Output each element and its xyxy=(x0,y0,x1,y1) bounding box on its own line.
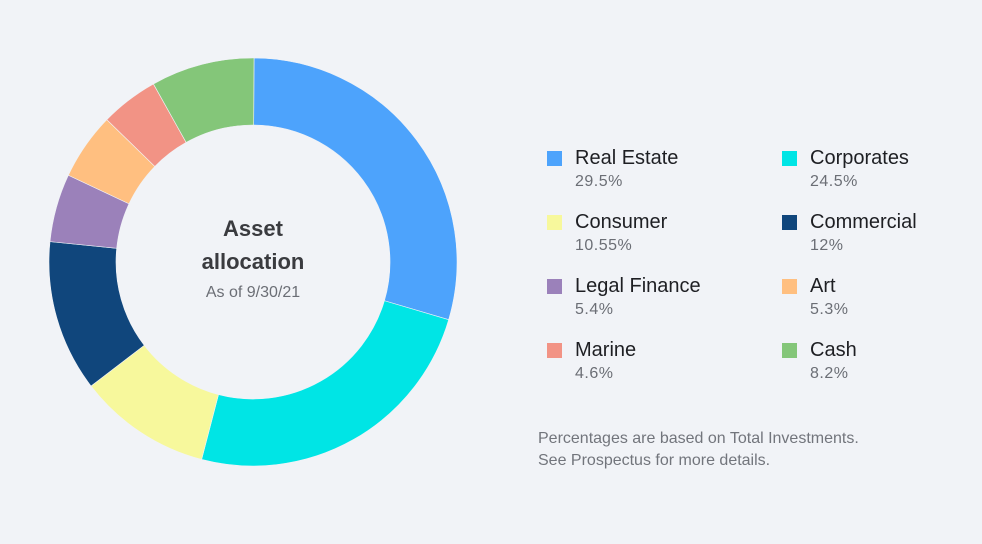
legend-swatch xyxy=(782,151,797,166)
legend-item-art: Art 5.3% xyxy=(782,273,967,321)
legend-value: 10.55% xyxy=(575,237,633,254)
legend-swatch xyxy=(547,279,562,294)
legend-label: Cash xyxy=(810,339,857,361)
legend-label: Corporates xyxy=(810,147,909,169)
legend-label: Real Estate xyxy=(575,147,679,169)
footnote-line1: Percentages are based on Total Investmen… xyxy=(538,430,859,447)
footnote-line2: See Prospectus for more details. xyxy=(538,452,771,469)
legend-label: Commercial xyxy=(810,211,917,233)
legend-item-commercial: Commercial 12% xyxy=(782,209,967,257)
donut-center-label: Asset allocation As of 9/30/21 xyxy=(153,212,353,302)
legend-item-legal-finance: Legal Finance 5.4% xyxy=(547,273,782,321)
legend-label: Legal Finance xyxy=(575,275,701,297)
legend-label: Art xyxy=(810,275,836,297)
legend-value: 29.5% xyxy=(575,173,623,190)
legend-value: 24.5% xyxy=(810,173,858,190)
legend-swatch xyxy=(547,151,562,166)
footnote: Percentages are based on Total Investmen… xyxy=(538,428,968,472)
legend-label: Marine xyxy=(575,339,637,361)
donut-slice-corporates xyxy=(201,300,450,467)
donut-slice-cash xyxy=(153,57,255,143)
legend-label: Consumer xyxy=(575,211,668,233)
chart-title-line1: Asset xyxy=(223,216,283,241)
legend-item-real-estate: Real Estate 29.5% xyxy=(547,145,782,193)
legend-swatch xyxy=(782,215,797,230)
legend-swatch xyxy=(547,343,562,358)
chart-title-line2: allocation xyxy=(201,249,305,274)
legend-swatch xyxy=(547,215,562,230)
legend-value: 12% xyxy=(810,237,844,254)
legend-swatch xyxy=(782,279,797,294)
legend-item-marine: Marine 4.6% xyxy=(547,337,782,385)
legend-value: 8.2% xyxy=(810,365,849,382)
legend-item-cash: Cash 8.2% xyxy=(782,337,967,385)
legend-swatch xyxy=(782,343,797,358)
legend-value: 4.6% xyxy=(575,365,614,382)
legend-item-corporates: Corporates 24.5% xyxy=(782,145,967,193)
legend-item-consumer: Consumer 10.55% xyxy=(547,209,782,257)
donut-chart xyxy=(48,57,458,467)
donut-slice-real-estate xyxy=(253,57,458,321)
chart-subtitle: As of 9/30/21 xyxy=(205,284,301,301)
legend-value: 5.3% xyxy=(810,301,849,318)
legend-value: 5.4% xyxy=(575,301,614,318)
legend: Real Estate 29.5% Corporates 24.5% Consu… xyxy=(547,145,967,385)
